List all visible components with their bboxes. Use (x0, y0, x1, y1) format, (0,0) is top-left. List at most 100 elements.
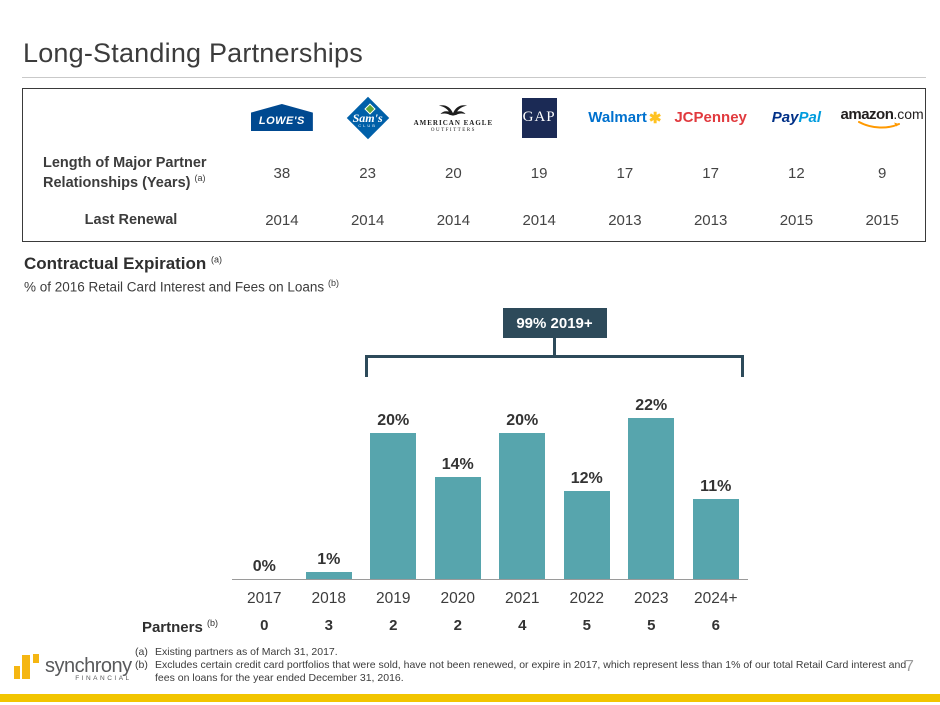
bar (305, 572, 352, 579)
synchrony-financial-text: FINANCIAL (75, 674, 132, 682)
gap-logo-text: GAP (522, 109, 556, 125)
partners-count: 2 (389, 617, 398, 634)
section-subheading-text: % of 2016 Retail Card Interest and Fees … (24, 279, 325, 295)
partners-count: 5 (647, 617, 656, 634)
renewal-value-cell: 2013 (608, 212, 642, 229)
footnote-marker: (b) (135, 658, 148, 671)
accent-bottom-bar (0, 694, 940, 702)
amazon-com-text: .com (893, 105, 924, 122)
x-axis-label: 2019 (376, 590, 411, 607)
footnote-text: Excludes certain credit card portfolios … (155, 658, 907, 684)
renewal-value-cell: 2014 (522, 212, 556, 229)
gap-logo-icon: GAP (496, 89, 582, 146)
bars-area: 0% 1% 20% 14% 20% 12% 22% 11% (232, 300, 748, 580)
years-value-cell: 17 (702, 164, 719, 182)
renewal-value-cell: 2014 (436, 212, 471, 229)
years-value-cell: 19 (530, 164, 548, 182)
bar-value-label: 12% (570, 470, 603, 487)
bar (563, 491, 610, 579)
synchrony-logo: synchrony FINANCIAL (14, 654, 132, 682)
section-heading-footnote-marker: (a) (211, 254, 223, 265)
years-value-cell: 20 (445, 164, 462, 182)
years-footnote-marker: (a) (194, 172, 206, 183)
partners-row-label: Partners (b) (90, 618, 218, 636)
x-axis-labels: 2017 2018 2019 2020 2021 2022 2023 2024+ (232, 590, 748, 608)
annotation-connector-line (553, 338, 556, 357)
partners-counts-row: 0 3 2 2 4 5 5 6 (232, 617, 748, 634)
bar (692, 499, 739, 579)
paypal-logo-icon: PayPal (754, 89, 840, 146)
x-axis-label: 2023 (634, 590, 669, 607)
chart-annotation-box: 99% 2019+ (502, 308, 607, 338)
lowes-logo-icon: LOWE'S (239, 89, 325, 146)
years-row: Length of Major Partner Relationships (Y… (23, 146, 925, 200)
amazon-smile-icon (858, 120, 901, 128)
chart-column: 11% (684, 478, 749, 579)
amazon-logo-text: amazon (840, 105, 894, 123)
bar (434, 477, 481, 579)
renewal-row-label: Last Renewal (84, 212, 178, 229)
renewal-value-cell: 2015 (865, 212, 899, 229)
jcpenney-logo-icon: JCPenney (668, 89, 754, 146)
walmart-spark-icon: ✱ (648, 109, 662, 127)
lowes-logo-text: LOWE'S (258, 115, 305, 127)
renewal-row: Last Renewal 2014 2014 2014 2014 2013 2013 201… (23, 200, 925, 241)
american-eagle-logo-icon: AMERICAN EAGLE OUTFITTERS (411, 89, 497, 146)
bar-value-label: 1% (317, 551, 341, 568)
partners-count: 3 (324, 617, 333, 634)
sams-club-logo-icon: Sam's CLUB (325, 89, 411, 146)
years-row-label: Length of Major Partner Relationships (Y… (23, 154, 239, 191)
years-value-cell: 17 (616, 164, 634, 182)
chart-column: 0% (232, 558, 297, 579)
years-value-cell: 12 (788, 164, 805, 182)
bar-value-label: 0% (252, 558, 276, 575)
renewal-value-cell: 2015 (779, 212, 814, 229)
walmart-logo-text: Walmart (588, 109, 647, 126)
renewal-value-cell: 2013 (693, 212, 728, 229)
aeo-text-line2: OUTFITTERS (430, 127, 476, 133)
section-heading-text: Contractual Expiration (24, 254, 207, 273)
x-axis-label: 2018 (311, 590, 346, 607)
footnotes: (a) Existing partners as of March 31, 201… (135, 646, 917, 684)
bracket-tick-left (365, 355, 368, 377)
chart-column: 12% (555, 470, 620, 579)
partners-count: 5 (582, 617, 591, 634)
bar-value-label: 22% (635, 397, 668, 414)
bar-value-label: 20% (377, 412, 410, 429)
section-subheading-footnote-marker: (b) (327, 278, 339, 288)
footnote-item: (a) Existing partners as of March 31, 201… (135, 646, 917, 659)
section-heading: Contractual Expiration (a) (24, 254, 222, 274)
partners-count: 6 (711, 617, 720, 634)
walmart-logo-icon: Walmart ✱ (582, 89, 668, 146)
amazon-logo-icon: amazon.com (839, 89, 925, 146)
partner-logos-row: LOWE'S Sam's CLUB AMERICAN EAGLE OUTFITT… (23, 89, 925, 146)
x-axis-label: 2024+ (693, 590, 738, 607)
sams-logo-text: Sam's (352, 110, 383, 125)
renewal-value-cell: 2014 (350, 212, 385, 229)
expiration-bar-chart: 99% 2019+ 0% 1% 20% 14% 20% 12% 22% 11% (232, 300, 748, 580)
chart-column: 20% (361, 412, 426, 579)
partners-count: 2 (453, 617, 462, 634)
years-value-cell: 9 (877, 164, 887, 182)
x-axis-label: 2022 (569, 590, 604, 607)
x-axis-label: 2017 (247, 590, 282, 607)
sams-club-text: CLUB (358, 122, 377, 128)
synchrony-wordmark: synchrony (45, 654, 132, 677)
bar-value-label: 14% (441, 456, 474, 473)
years-label-text: Length of Major Partner Relationships (Y… (43, 155, 207, 191)
section-subheading: % of 2016 Retail Card Interest and Fees … (24, 278, 339, 295)
partners-count: 4 (518, 617, 527, 634)
chart-column: 1% (297, 551, 362, 579)
paypal-text-1: Pay (771, 109, 799, 126)
jcpenney-logo-text: JCPenney (674, 109, 747, 126)
years-value-cell: 23 (359, 164, 376, 182)
partners-footnote-marker: (b) (207, 618, 218, 628)
chart-column: 22% (619, 397, 684, 579)
bar-value-label: 20% (506, 412, 539, 429)
chart-column: 14% (426, 456, 491, 579)
eagle-icon (439, 104, 468, 116)
x-axis-label: 2021 (505, 590, 540, 607)
synchrony-mark-icon (14, 654, 40, 681)
x-axis-label: 2020 (440, 590, 475, 607)
